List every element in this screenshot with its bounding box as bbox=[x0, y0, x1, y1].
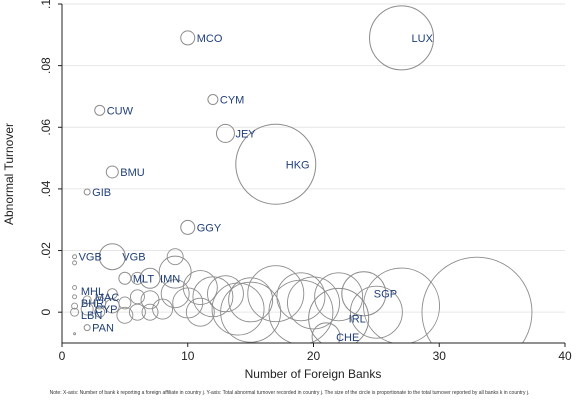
data-point bbox=[276, 272, 326, 322]
bubbles bbox=[70, 5, 533, 343]
data-point-imn bbox=[139, 267, 161, 289]
data-point-cuw bbox=[94, 104, 106, 116]
data-point bbox=[128, 303, 146, 321]
data-point bbox=[94, 306, 106, 318]
point-label-cuw: CUW bbox=[107, 105, 134, 117]
x-tick-label: 40 bbox=[558, 349, 572, 363]
data-point-jey bbox=[215, 123, 235, 143]
data-point bbox=[71, 302, 79, 310]
data-point-bmu bbox=[105, 165, 119, 179]
point-label-mlt: MLT bbox=[133, 273, 154, 285]
data-point bbox=[70, 307, 80, 317]
x-tick-label: 30 bbox=[433, 349, 447, 363]
data-point bbox=[141, 303, 159, 321]
data-point bbox=[80, 302, 94, 316]
data-point bbox=[268, 279, 334, 343]
x-tick-label: 10 bbox=[181, 349, 195, 363]
data-point-mlt bbox=[118, 271, 132, 285]
point-label-sgp: SGP bbox=[374, 289, 397, 301]
point-label-vgb: VGB bbox=[122, 252, 145, 264]
x-tick-label: 0 bbox=[59, 349, 66, 363]
data-point-vgb bbox=[98, 243, 126, 271]
data-point-che bbox=[311, 322, 341, 343]
data-point-gib bbox=[83, 188, 91, 196]
y-tick-label: .06 bbox=[39, 119, 53, 136]
data-point bbox=[220, 281, 282, 343]
point-label-cyp: CYP bbox=[95, 304, 118, 316]
data-point bbox=[287, 276, 340, 330]
point-label-jey: JEY bbox=[235, 128, 256, 140]
x-axis-title: Number of Foreign Banks bbox=[245, 367, 382, 381]
data-point bbox=[207, 275, 244, 313]
point-label-gib: GIB bbox=[92, 187, 111, 199]
data-point-sgp bbox=[341, 271, 387, 317]
ticks: 0 .02 .04 .06 .08 .1 0 10 20 30 40 bbox=[39, 0, 572, 363]
point-label-lux: LUX bbox=[412, 33, 434, 45]
x-tick-label: 20 bbox=[307, 349, 321, 363]
data-point bbox=[160, 279, 190, 309]
data-point-ggy bbox=[180, 219, 196, 235]
data-point-irl bbox=[308, 287, 370, 343]
data-point bbox=[72, 294, 78, 300]
data-point bbox=[421, 256, 533, 343]
data-point bbox=[182, 270, 218, 305]
point-label-mhl: MHL bbox=[81, 286, 104, 298]
point-label-ggy: GGY bbox=[197, 222, 222, 234]
point-label-bhr: BHR bbox=[81, 298, 104, 310]
data-point bbox=[228, 277, 274, 323]
data-point bbox=[158, 255, 192, 289]
point-label-cym: CYM bbox=[220, 95, 244, 107]
data-point-pan bbox=[83, 324, 91, 332]
data-point bbox=[349, 285, 403, 339]
data-point bbox=[211, 282, 265, 336]
point-labels: MCO LUX CYM CUW JEY HKG BMU GIB GGY VGB VGB MLT IMN S… bbox=[79, 33, 434, 344]
point-label-lbn: LBN bbox=[81, 310, 102, 322]
data-point bbox=[72, 285, 78, 290]
data-point bbox=[185, 297, 215, 327]
data-point bbox=[130, 271, 144, 285]
data-point bbox=[116, 306, 134, 324]
y-axis-title: Abnormal Turnover bbox=[2, 123, 16, 225]
plot-area bbox=[62, 4, 565, 343]
data-point bbox=[192, 276, 234, 318]
data-point bbox=[73, 332, 77, 336]
point-label-hkg: HKG bbox=[286, 159, 310, 171]
y-tick-label: 0 bbox=[39, 309, 53, 316]
data-point bbox=[140, 290, 160, 310]
y-tick-label: .1 bbox=[39, 0, 53, 9]
data-point bbox=[166, 248, 184, 266]
point-label-mco: MCO bbox=[197, 33, 223, 45]
figure-note: Note: X-axis: Number of bank k reporting… bbox=[49, 390, 530, 396]
data-point-hkg bbox=[235, 123, 317, 205]
point-label-vgb: VGB bbox=[79, 252, 102, 264]
data-point bbox=[152, 298, 174, 320]
data-point-vgb bbox=[72, 254, 78, 260]
data-point bbox=[82, 295, 92, 305]
point-label-mac: MAC bbox=[95, 292, 120, 304]
data-point bbox=[72, 260, 78, 266]
data-point-lux bbox=[369, 5, 435, 71]
data-point bbox=[314, 272, 364, 322]
point-label-che: CHE bbox=[336, 332, 359, 344]
data-point bbox=[247, 265, 305, 323]
point-label-imn: IMN bbox=[160, 273, 180, 285]
data-point bbox=[106, 288, 118, 300]
y-tick-label: .02 bbox=[39, 242, 53, 259]
data-point-mco bbox=[180, 30, 196, 46]
data-point-cym bbox=[207, 94, 219, 106]
y-tick-label: .04 bbox=[39, 180, 53, 197]
point-label-bmu: BMU bbox=[120, 167, 145, 179]
y-tick-label: .08 bbox=[39, 57, 53, 74]
data-point bbox=[93, 296, 107, 310]
point-label-irl: IRL bbox=[349, 313, 366, 325]
point-label-pan: PAN bbox=[92, 323, 114, 335]
data-point bbox=[363, 267, 440, 343]
